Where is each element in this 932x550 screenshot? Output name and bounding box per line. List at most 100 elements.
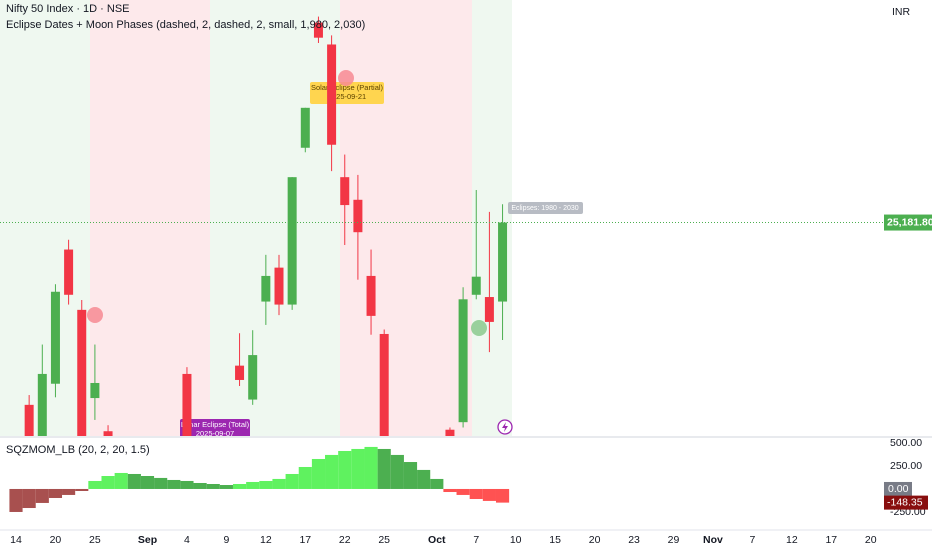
x-tick-label: 25 <box>378 534 390 546</box>
range-label: Eclipses: 1980 - 2030 <box>511 205 578 212</box>
price-badge <box>884 214 932 231</box>
zero-badge-text: 0.00 <box>888 483 909 495</box>
event-icon-bolt <box>502 422 508 432</box>
x-tick-label: 25 <box>89 534 101 546</box>
candle-body <box>287 177 297 305</box>
x-tick-label: Nov <box>703 534 723 546</box>
moon-marker <box>471 320 487 336</box>
momentum-badge <box>884 495 928 510</box>
x-tick-label: 4 <box>184 534 190 546</box>
y-tick-label: 500.00 <box>890 437 922 449</box>
x-tick-label: 15 <box>549 534 561 546</box>
x-tick-label: 7 <box>473 534 479 546</box>
momentum-bar <box>377 448 391 489</box>
annotation-date: 2025-09-07 <box>196 429 234 438</box>
x-tick-label: Sep <box>138 534 157 546</box>
momentum-bar <box>22 488 36 509</box>
momentum-bar <box>495 488 510 503</box>
momentum-bar <box>232 484 247 489</box>
momentum-bar <box>206 484 220 489</box>
momentum-bar <box>325 454 339 489</box>
momentum-bar <box>127 473 141 489</box>
momentum-bar <box>443 488 457 493</box>
momentum-bar <box>298 466 312 489</box>
annotation-text: Lunar Eclipse (Total) <box>181 420 250 429</box>
candle-body <box>445 429 455 436</box>
momentum-bar <box>62 488 76 495</box>
momentum-bar <box>246 481 260 489</box>
candle-body <box>182 373 192 436</box>
momentum-bar <box>35 488 49 503</box>
momentum-bar <box>88 480 102 489</box>
candle-body <box>77 309 87 436</box>
candle-body <box>248 355 258 400</box>
candle-body <box>24 404 34 436</box>
price-badge-text: 25,181.80 <box>887 216 932 228</box>
momentum-bar <box>364 446 378 489</box>
axes: 25,181.80 Eclipses: 1980 - 2030 14 20 25 Sep 4… <box>10 202 932 546</box>
candle-body <box>366 275 376 316</box>
candle-body <box>471 276 481 295</box>
candle-body <box>313 22 323 38</box>
momentum-bar <box>154 477 168 489</box>
band <box>210 0 340 436</box>
band <box>0 0 90 436</box>
momentum-bar <box>338 450 352 489</box>
chart-title: Nifty 50 Index · 1D · NSE <box>6 3 130 15</box>
x-tick-label: 20 <box>50 534 62 546</box>
momentum-bar <box>272 478 286 489</box>
x-tick-label: 10 <box>510 534 522 546</box>
momentum-bar <box>456 488 470 495</box>
band <box>472 0 512 436</box>
momentum-bar <box>114 472 128 489</box>
x-tick-label: 7 <box>749 534 755 546</box>
band <box>90 0 210 436</box>
momentum-bar <box>403 462 418 489</box>
candle-body <box>484 297 494 322</box>
candle-body <box>103 431 113 436</box>
x-tick-label: 17 <box>825 534 837 546</box>
zero-badge <box>884 481 912 496</box>
candle-body <box>37 373 47 436</box>
candle-body <box>274 267 284 305</box>
momentum-bar <box>9 488 23 512</box>
candle-body <box>261 275 271 302</box>
momentum-bar <box>140 476 155 489</box>
x-tick-label: Oct <box>428 534 446 546</box>
range-box <box>508 202 583 214</box>
momentum-bar <box>48 488 63 498</box>
x-tick-label: 14 <box>10 534 22 546</box>
candle-body <box>50 291 60 384</box>
moon-markers <box>87 70 513 435</box>
candle-body <box>235 365 245 380</box>
candle-body <box>458 299 468 423</box>
eclipse-bands <box>0 0 512 436</box>
candle-body <box>379 333 389 436</box>
momentum-bar <box>101 476 115 489</box>
momentum-bar <box>469 488 483 499</box>
x-tick-label: 20 <box>589 534 601 546</box>
x-tick-label: 22 <box>339 534 351 546</box>
indicator-title: SQZMOM_LB (20, 2, 20, 1.5) <box>6 444 150 456</box>
momentum-badge-text: -148.35 <box>887 496 923 508</box>
currency: INR <box>892 6 911 18</box>
candle-body <box>327 44 337 145</box>
x-tick-label: 29 <box>668 534 680 546</box>
y-tick-label: 250.00 <box>890 460 922 472</box>
price-plot <box>0 16 884 436</box>
momentum-bar <box>311 458 326 489</box>
x-tick-label: 20 <box>865 534 877 546</box>
annotation-date: 2025-09-21 <box>328 92 366 101</box>
x-tick-label: 9 <box>223 534 229 546</box>
x-tick-label: 12 <box>260 534 272 546</box>
momentum-bar <box>417 469 431 489</box>
candle-body <box>90 382 100 399</box>
momentum-bar <box>75 488 89 491</box>
momentum-bar <box>193 482 207 489</box>
candle-body <box>340 177 350 206</box>
candle-body <box>300 107 310 148</box>
momentum-bar <box>285 473 299 489</box>
momentum-bar <box>167 479 181 489</box>
